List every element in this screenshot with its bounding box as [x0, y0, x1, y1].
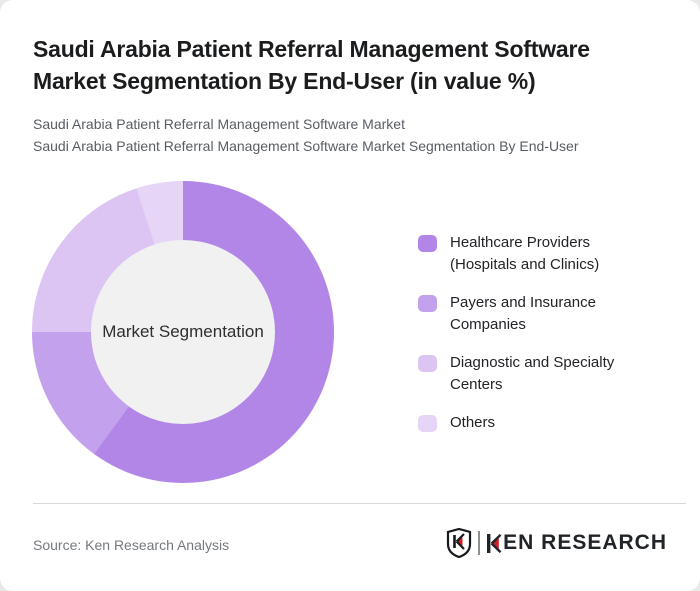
- ken-research-logo: EN RESEARCH: [446, 528, 667, 558]
- donut-center-label: Market Segmentation: [102, 322, 264, 341]
- legend-label: Diagnostic and Specialty Centers: [450, 354, 615, 393]
- header: Saudi Arabia Patient Referral Management…: [33, 33, 667, 97]
- page-title: Saudi Arabia Patient Referral Management…: [33, 36, 590, 94]
- legend-swatch-icon: [418, 415, 437, 432]
- logo-separator: [478, 531, 481, 555]
- legend-item-payers-insurance[interactable]: Payers and Insurance Companies: [418, 292, 614, 336]
- legend-label: Others: [450, 414, 496, 431]
- subtitle-line-1: Saudi Arabia Patient Referral Management…: [33, 116, 405, 132]
- donut-ring[interactable]: Market Segmentation: [32, 181, 334, 483]
- logo-brand-text: EN RESEARCH: [503, 531, 667, 554]
- legend-item-healthcare-providers[interactable]: Healthcare Providers (Hospitals and Clin…: [418, 232, 614, 276]
- chart-subtitles: Saudi Arabia Patient Referral Management…: [33, 113, 667, 157]
- legend-item-others[interactable]: Others: [418, 412, 614, 434]
- footer-divider: [33, 503, 686, 504]
- legend-swatch-icon: [418, 355, 437, 372]
- legend-label: Payers and Insurance Companies: [450, 294, 596, 333]
- legend-item-diagnostic-specialty[interactable]: Diagnostic and Specialty Centers: [418, 352, 614, 396]
- legend: Healthcare Providers (Hospitals and Clin…: [418, 232, 614, 450]
- legend-swatch-icon: [418, 295, 437, 312]
- logo-k-icon: [487, 533, 502, 553]
- legend-swatch-icon: [418, 235, 437, 252]
- subtitle-line-2: Saudi Arabia Patient Referral Management…: [33, 138, 579, 154]
- ken-research-shield-icon: [447, 528, 472, 558]
- legend-label: Healthcare Providers (Hospitals and Clin…: [450, 234, 600, 273]
- source-note: Source: Ken Research Analysis: [33, 537, 230, 553]
- logo-wordmark: EN RESEARCH: [487, 531, 667, 555]
- donut-center: Market Segmentation: [91, 240, 275, 424]
